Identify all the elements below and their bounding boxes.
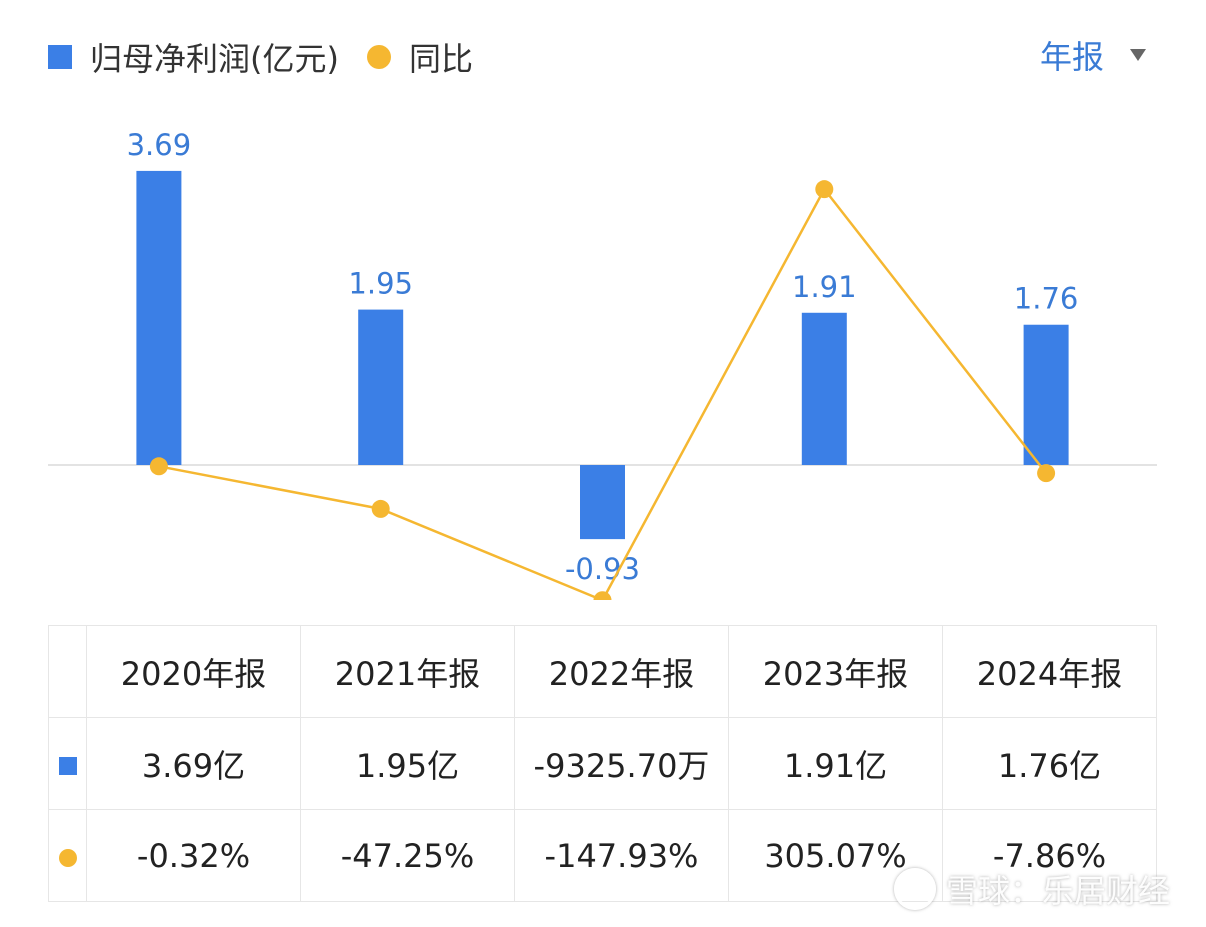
table-header: 2021年报 [300, 625, 515, 718]
profit-cell: -9325.70万 [514, 717, 729, 810]
table-row-profit: 3.69亿 1.95亿 -9325.70万 1.91亿 1.76亿 [48, 717, 1157, 810]
yoy-line [158, 186, 1048, 600]
period-selector-label: 年报 [1039, 38, 1104, 76]
legend: 归母净利润(亿元) 同比 [48, 34, 473, 80]
yoy-point [815, 180, 834, 199]
table-corner-cell [48, 625, 87, 718]
yoy-point [371, 499, 390, 518]
watermark: 雪球：乐居财经 [893, 866, 1170, 912]
legend-yoy-label: 同比 [408, 40, 473, 78]
period-selector[interactable]: 年报 [1040, 32, 1146, 78]
table-header-row: 2020年报 2021年报 2022年报 2023年报 2024年报 [48, 625, 1157, 718]
profit-bar-label: 1.76 [1014, 282, 1079, 316]
row-marker-cell [48, 717, 87, 810]
yoy-cell: -47.25% [300, 809, 515, 902]
profit-bar [801, 312, 847, 465]
profit-cell: 1.95亿 [300, 717, 515, 810]
legend-yoy-marker [366, 45, 391, 69]
profit-bar-label: 1.95 [348, 267, 413, 301]
table-header: 2020年报 [86, 625, 301, 718]
yoy-cell: -7.86% [942, 809, 1157, 902]
profit-bar-label: 3.69 [127, 128, 192, 162]
table-header: 2023年报 [728, 625, 943, 718]
yoy-marker-icon [58, 848, 77, 867]
legend-profit-label: 归母净利润(亿元) [90, 40, 339, 78]
row-marker-cell [48, 809, 87, 902]
legend-profit-marker [48, 45, 72, 69]
yoy-point [593, 591, 612, 600]
yoy-point [1037, 464, 1056, 483]
profit-marker-icon [58, 756, 77, 775]
yoy-cell: -0.32% [86, 809, 301, 902]
snowball-logo-icon [893, 868, 936, 910]
yoy-cell: -147.93% [514, 809, 729, 902]
profit-cell: 1.91亿 [728, 717, 943, 810]
chevron-down-icon [1130, 49, 1146, 61]
profit-cell: 3.69亿 [86, 717, 301, 810]
table-header: 2022年报 [514, 625, 729, 718]
watermark-text: 雪球：乐居财经 [945, 872, 1170, 910]
table-header: 2024年报 [942, 625, 1157, 718]
profit-cell: 1.76亿 [942, 717, 1157, 810]
profit-bar [358, 309, 404, 465]
profit-bar [580, 465, 625, 540]
profit-bar-label: -0.93 [565, 552, 640, 586]
profit-bar [136, 170, 182, 466]
profit-bar-label: 1.91 [792, 270, 857, 304]
profit-bar [1023, 324, 1069, 465]
yoy-point [149, 457, 168, 476]
data-table: 2020年报 2021年报 2022年报 2023年报 2024年报 3.69亿… [48, 625, 1157, 902]
chart-area: 3.69 1.95 -0.93 1.91 1.76 [48, 128, 1157, 600]
